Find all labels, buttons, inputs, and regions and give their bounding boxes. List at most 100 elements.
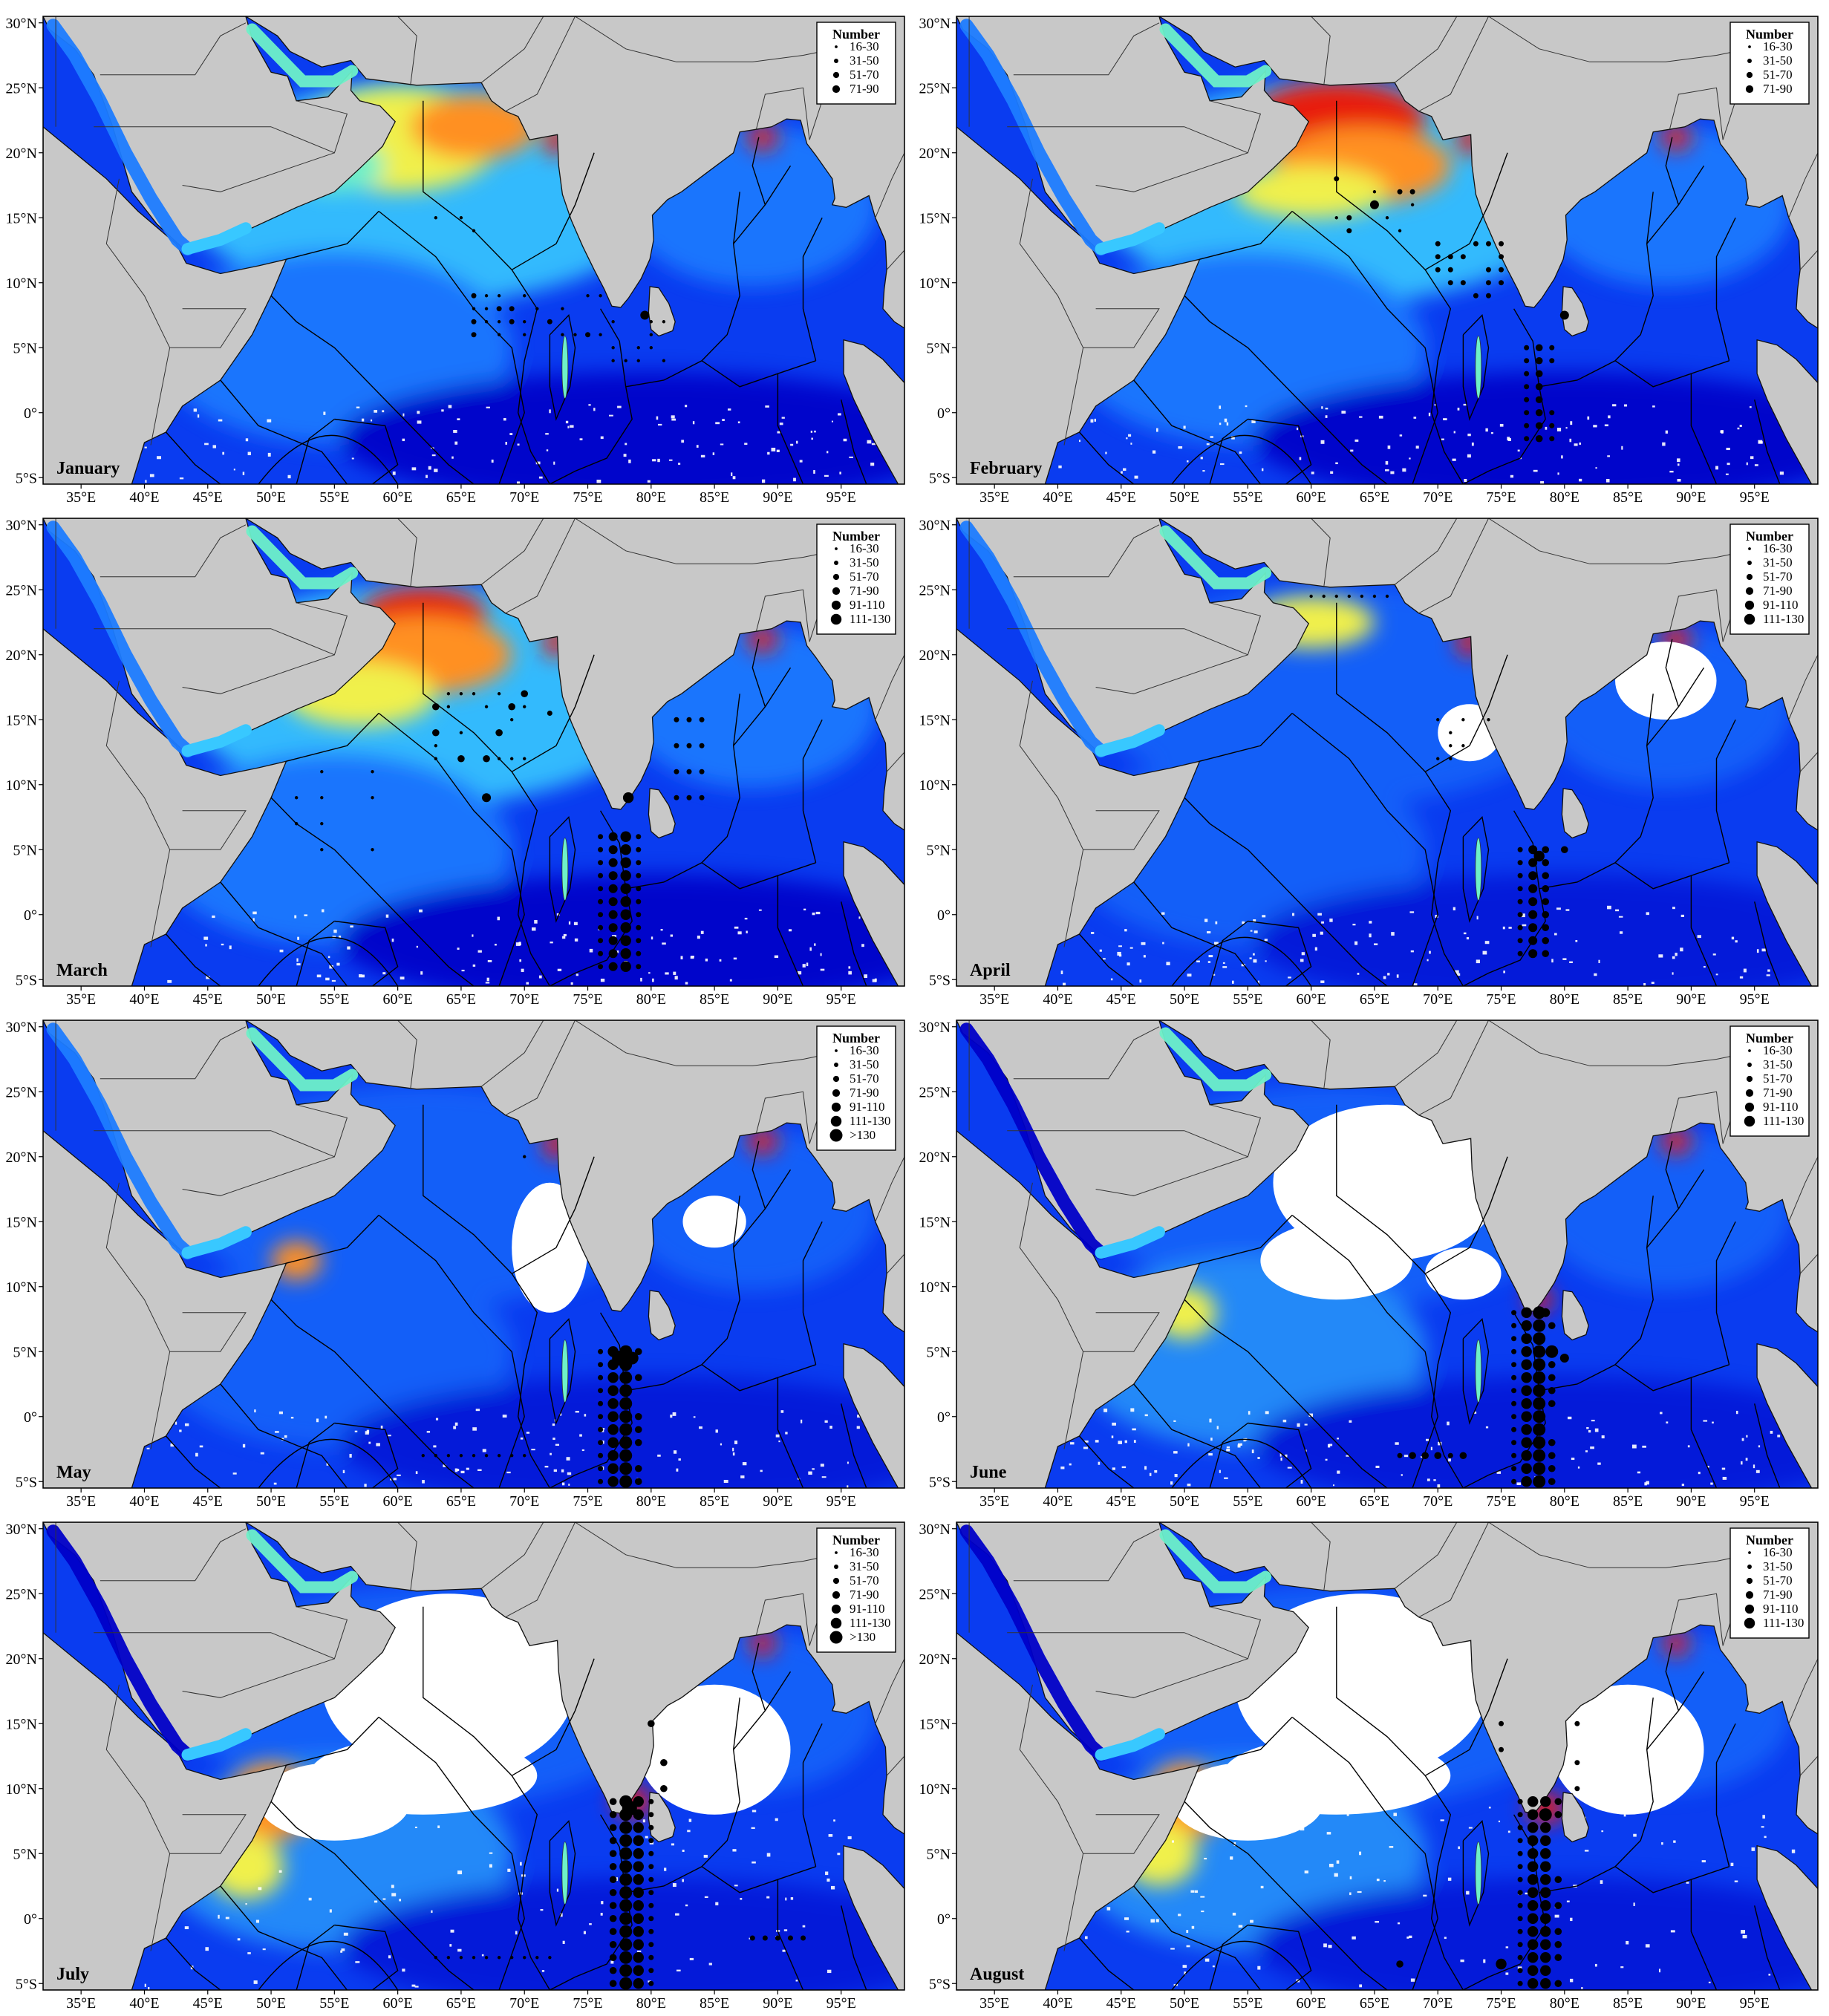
catch-number-bubbles	[294, 690, 705, 972]
catch-bubble	[472, 1454, 476, 1458]
legend-title: Number	[832, 1031, 880, 1045]
lon-tick-label: 40°E	[1043, 1493, 1072, 1510]
legend-entry: 51-70	[1763, 570, 1793, 584]
catch-bubble	[509, 319, 515, 324]
catch-bubble	[607, 1437, 619, 1448]
catch-bubble	[598, 846, 604, 852]
catch-bubble	[620, 896, 631, 907]
catch-bubble	[609, 1836, 617, 1844]
legend-entry: 71-90	[850, 1086, 879, 1100]
catch-bubble	[633, 1913, 644, 1924]
legend-symbol	[832, 1089, 841, 1097]
legend-title: Number	[1746, 529, 1793, 544]
catch-bubble	[1528, 923, 1538, 933]
catch-bubble	[1435, 241, 1441, 247]
catch-bubble	[1548, 1374, 1556, 1382]
catch-bubble	[484, 307, 489, 310]
catch-bubble	[1434, 1452, 1442, 1460]
lon-tick-label: 40°E	[1043, 1995, 1072, 2012]
map-svg: 35°E 40°E 45°E 50°E 55°E 60°E 65°E 70°E 75°E 80°E…	[919, 16, 1819, 506]
catch-bubble	[619, 1886, 633, 1899]
lon-tick-label: 90°E	[763, 1995, 792, 2012]
lat-tick-label: 30°N	[6, 1521, 37, 1538]
catch-bubble	[1372, 190, 1377, 194]
catch-bubble	[634, 1478, 642, 1486]
catch-bubble	[1521, 1333, 1532, 1344]
lat-tick-label: 15°N	[6, 712, 37, 728]
land-masses	[43, 518, 904, 986]
catch-bubble	[619, 1821, 633, 1834]
catch-bubble	[1527, 1939, 1539, 1950]
lon-tick-label: 50°E	[1170, 1995, 1199, 2012]
catch-bubble	[633, 1926, 644, 1937]
map-body	[956, 16, 1818, 484]
catch-bubble	[1385, 216, 1389, 220]
legend-symbol	[834, 561, 838, 565]
catch-bubble	[1397, 189, 1403, 195]
catch-bubble	[619, 1410, 633, 1423]
catch-bubble	[1511, 1440, 1517, 1446]
catch-bubble	[371, 848, 374, 852]
legend-entry: 16-30	[1763, 1043, 1793, 1057]
catch-bubble	[471, 293, 477, 299]
catch-bubble	[620, 870, 631, 881]
catch-bubble	[573, 333, 577, 336]
catch-bubble	[1517, 1824, 1523, 1830]
catch-bubble	[619, 1873, 633, 1886]
catch-bubble	[1521, 1307, 1532, 1318]
lon-tick-label: 40°E	[129, 991, 159, 1008]
cloud-gaps	[1058, 403, 1784, 484]
lon-tick-label: 95°E	[827, 991, 856, 1008]
lat-tick-label: 5°N	[13, 340, 37, 356]
catch-bubble	[607, 1385, 619, 1396]
lat-tick-label: 25°N	[919, 582, 951, 598]
catch-bubble	[320, 822, 324, 826]
catch-bubble	[619, 1449, 633, 1462]
lat-tick-label: 30°N	[919, 1020, 951, 1036]
legend-symbol	[830, 1617, 842, 1629]
catch-bubble	[611, 346, 615, 350]
lat-tick-label: 0°	[24, 405, 37, 422]
legend-entry: >130	[850, 1630, 876, 1644]
maritime-boundaries	[1078, 1104, 1781, 1488]
map-panel-june: 35°E 40°E 45°E 50°E 55°E 60°E 65°E 70°E 75°E 80°E…	[913, 1004, 1827, 1510]
catch-bubble	[471, 332, 477, 338]
legend-entry: 31-50	[850, 1559, 879, 1573]
catch-bubble	[320, 848, 324, 852]
catch-bubble	[674, 769, 679, 774]
lat-tick-label: 0°	[937, 405, 951, 422]
lon-tick-label: 50°E	[256, 1995, 286, 2012]
catch-bubble	[619, 1860, 633, 1873]
catch-bubble	[535, 1956, 539, 1960]
catch-bubble	[619, 1899, 633, 1912]
catch-bubble	[1535, 434, 1543, 443]
lon-tick-label: 50°E	[256, 489, 286, 506]
catch-bubble	[1528, 897, 1538, 907]
catch-bubble	[497, 294, 501, 298]
catch-bubble	[619, 1847, 633, 1860]
catch-bubble	[1521, 1320, 1532, 1331]
axis-ticks: 35°E 40°E 45°E 50°E 55°E 60°E 65°E 70°E 75°E 80°E…	[6, 518, 856, 1008]
catch-bubble	[459, 1454, 463, 1458]
lat-tick-label: 30°N	[919, 1521, 951, 1538]
lat-tick-label: 5°S	[16, 470, 37, 486]
legend-entry: 51-70	[850, 1573, 879, 1588]
catch-bubble	[1533, 1475, 1546, 1488]
catch-bubble	[434, 744, 438, 748]
catch-bubble	[1511, 1414, 1517, 1420]
catch-bubble	[1517, 898, 1523, 904]
map-svg: 35°E 40°E 45°E 50°E 55°E 60°E 65°E 70°E 75°E 80°E…	[6, 1020, 905, 1510]
catch-bubble	[620, 844, 631, 855]
catch-bubble	[609, 1810, 617, 1818]
legend-symbol	[1744, 1604, 1755, 1614]
lat-tick-label: 30°N	[6, 1020, 37, 1036]
catch-bubble	[598, 912, 604, 918]
catch-number-bubbles	[434, 1720, 806, 1990]
catch-bubble	[1542, 936, 1550, 945]
catch-bubble	[1346, 228, 1352, 234]
catch-bubble	[624, 359, 627, 362]
lon-tick-label: 35°E	[66, 489, 96, 506]
lon-tick-label: 85°E	[700, 1493, 729, 1510]
catch-bubble	[608, 936, 618, 945]
legend-entry: 31-50	[1763, 555, 1793, 570]
